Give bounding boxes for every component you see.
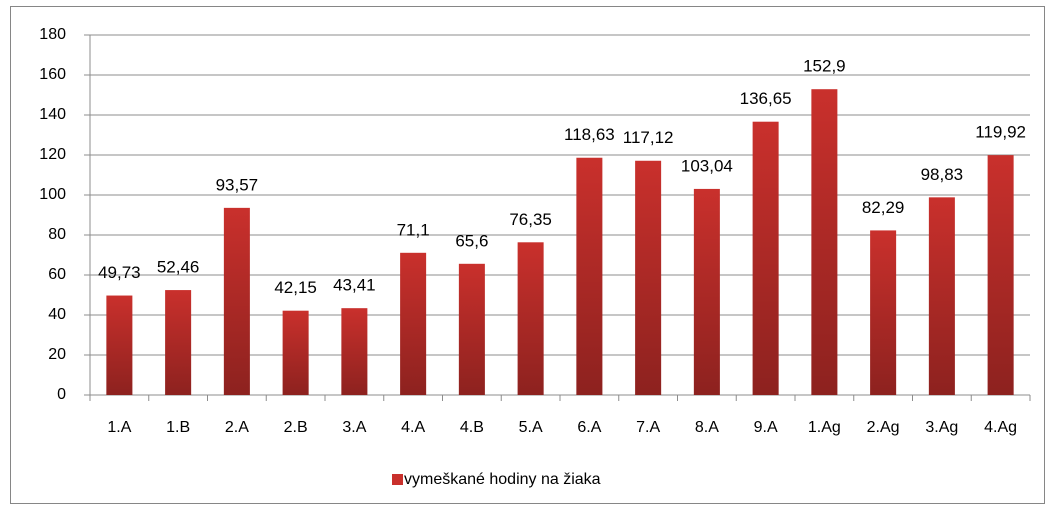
bar-shade bbox=[341, 308, 368, 395]
bar-shade bbox=[165, 290, 192, 395]
bar-shade bbox=[458, 263, 485, 395]
bar-shade bbox=[693, 188, 720, 395]
x-tick-label: 3.A bbox=[342, 419, 366, 436]
bar-shade bbox=[517, 242, 544, 395]
value-label: 119,92 bbox=[975, 123, 1026, 142]
bar-shade bbox=[576, 157, 603, 395]
value-label: 42,15 bbox=[274, 278, 317, 297]
bar-shade bbox=[106, 295, 133, 395]
value-label: 65,6 bbox=[455, 231, 488, 250]
value-label: 98,83 bbox=[921, 165, 964, 184]
legend-label: vymeškané hodiny na žiaka bbox=[404, 471, 601, 488]
y-tick-label: 20 bbox=[48, 346, 66, 363]
y-tick-label: 100 bbox=[39, 186, 66, 203]
value-label: 118,63 bbox=[564, 125, 615, 144]
bar-shade bbox=[987, 155, 1014, 395]
x-tick-label: 1.B bbox=[166, 419, 190, 436]
value-label: 71,1 bbox=[397, 220, 430, 239]
x-tick-label: 8.A bbox=[695, 419, 719, 436]
bar-shade bbox=[811, 89, 838, 395]
value-label: 93,57 bbox=[216, 175, 259, 194]
x-tick-label: 4.B bbox=[460, 419, 484, 436]
x-tick-label: 7.A bbox=[636, 419, 660, 436]
bar-shade bbox=[870, 230, 897, 395]
x-tick-label: 6.A bbox=[577, 419, 601, 436]
value-label: 76,35 bbox=[509, 210, 552, 229]
x-tick-label: 1.A bbox=[107, 419, 131, 436]
x-tick-label: 2.B bbox=[284, 419, 308, 436]
legend-swatch bbox=[392, 474, 403, 485]
value-label: 117,12 bbox=[623, 128, 674, 147]
y-tick-label: 120 bbox=[39, 146, 66, 163]
y-tick-label: 40 bbox=[48, 306, 66, 323]
x-tick-label: 1.Ag bbox=[808, 419, 841, 436]
y-tick-label: 180 bbox=[39, 26, 66, 43]
bar-shade bbox=[635, 160, 662, 395]
y-tick-label: 80 bbox=[48, 226, 66, 243]
value-label: 49,73 bbox=[98, 263, 141, 282]
x-tick-label: 2.A bbox=[225, 419, 249, 436]
value-label: 103,04 bbox=[681, 156, 733, 175]
y-tick-label: 60 bbox=[48, 266, 66, 283]
value-label: 82,29 bbox=[862, 198, 905, 217]
y-tick-label: 0 bbox=[57, 386, 66, 403]
x-tick-label: 2.Ag bbox=[867, 419, 900, 436]
value-label: 152,9 bbox=[803, 57, 846, 76]
x-tick-label: 4.Ag bbox=[984, 419, 1017, 436]
value-label: 136,65 bbox=[740, 89, 792, 108]
x-tick-label: 3.Ag bbox=[925, 419, 958, 436]
value-label: 43,41 bbox=[333, 276, 376, 295]
x-tick-label: 5.A bbox=[519, 419, 543, 436]
value-label: 52,46 bbox=[157, 258, 200, 277]
y-tick-label: 140 bbox=[39, 106, 66, 123]
x-tick-label: 9.A bbox=[754, 419, 778, 436]
bar-shade bbox=[400, 252, 427, 395]
bar-shade bbox=[282, 310, 309, 395]
bar-shade bbox=[223, 207, 250, 395]
x-tick-label: 4.A bbox=[401, 419, 425, 436]
bar-shade bbox=[928, 197, 955, 395]
y-tick-label: 160 bbox=[39, 66, 66, 83]
bar-shade bbox=[752, 121, 779, 395]
